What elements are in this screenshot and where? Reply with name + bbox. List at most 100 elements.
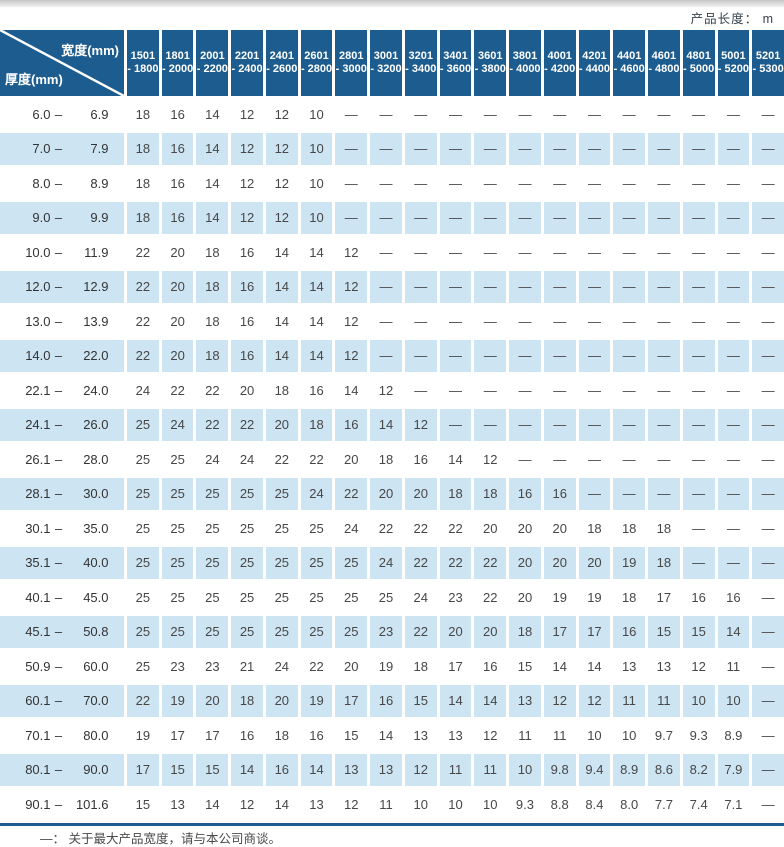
- value-cell: 11: [543, 719, 576, 752]
- footnote: —： 关于最大产品宽度，请与本公司商谈。: [40, 832, 281, 846]
- value-cell: —: [648, 339, 680, 372]
- value-cell: —: [648, 443, 680, 476]
- value-cell: 20: [474, 512, 507, 545]
- thickness-range-label: 7.0– 7.9: [0, 132, 124, 165]
- width-range-from: 2401: [269, 50, 295, 62]
- width-range-to: - 5200: [717, 63, 749, 75]
- thickness-range: 50.9– 60.0: [16, 659, 108, 674]
- width-range-to: - 3000: [335, 63, 367, 75]
- thickness-range: 9.0– 9.9: [16, 210, 108, 225]
- thickness-range-label: 24.1– 26.0: [0, 408, 124, 441]
- value-cell: —: [752, 270, 784, 303]
- value-cell: 25: [127, 615, 159, 648]
- value-cell: —: [474, 201, 507, 234]
- value-cell: —: [335, 132, 368, 165]
- value-cell: 22: [127, 236, 159, 269]
- thickness-range: 8.0– 8.9: [16, 176, 108, 191]
- range-dash: –: [54, 417, 63, 433]
- width-range-to: - 2000: [162, 63, 194, 75]
- thickness-lo: 6.0: [32, 106, 51, 122]
- width-range-from: 4201: [582, 50, 607, 62]
- value-cell: 12: [543, 684, 576, 717]
- value-cell: 14: [300, 753, 333, 786]
- value-cell: 12: [335, 339, 368, 372]
- value-cell: —: [648, 374, 680, 407]
- table-row: 22.1–24.0 24 22 22 20 18 16 14 12— — — — — — — — — — —: [0, 374, 784, 407]
- value-cell: 14: [265, 339, 298, 372]
- value-cell: 15: [404, 684, 437, 717]
- value-cell: 16: [543, 477, 576, 510]
- value-cell: 20: [335, 650, 368, 683]
- thickness-lo: 26.1: [25, 451, 51, 467]
- value-cell: —: [543, 305, 576, 338]
- table-row: 6.0–6.9 18 16 14 12 12 10— — — — — — — — — — — — —: [0, 98, 784, 131]
- width-range-to: - 2800: [300, 63, 333, 75]
- value-cell: 16: [231, 339, 263, 372]
- table-row: 35.1–40.0 25 25 25 25 25 25 25 24 22 22 22 20 20 20 19 1…: [0, 546, 784, 579]
- value-cell: 20: [578, 546, 611, 579]
- value-cell: 18: [265, 374, 298, 407]
- range-dash: –: [54, 348, 63, 364]
- value-cell: —: [439, 270, 472, 303]
- value-cell: 22: [127, 339, 159, 372]
- value-cell: 9.7: [648, 719, 680, 752]
- range-dash: –: [54, 313, 63, 329]
- value-cell: —: [613, 443, 646, 476]
- value-cell: 19: [370, 650, 402, 683]
- range-dash: –: [54, 279, 63, 295]
- value-cell: 14: [196, 98, 229, 131]
- value-cell: 18: [404, 650, 437, 683]
- value-cell: 25: [265, 546, 298, 579]
- value-cell: —: [439, 201, 472, 234]
- value-cell: 12: [404, 408, 437, 441]
- width-range-to: - 2600: [266, 63, 298, 75]
- value-cell: —: [370, 270, 402, 303]
- value-cell: 25: [370, 581, 402, 614]
- table-row: 7.0–7.9 18 16 14 12 12 10— — — — — — — — — — — — —: [0, 132, 784, 165]
- value-cell: —: [370, 201, 402, 234]
- table-header-row: 宽度(mm) 厚度(mm) 1501- 1800 1801- 2000 2001- …: [0, 30, 784, 96]
- value-cell: 16: [509, 477, 541, 510]
- width-range-from: 4401: [616, 50, 642, 62]
- value-cell: 18: [474, 477, 507, 510]
- value-cell: —: [717, 408, 750, 441]
- value-cell: —: [682, 270, 715, 303]
- thickness-range: 28.1– 30.0: [16, 486, 108, 501]
- value-cell: 12: [404, 753, 437, 786]
- value-cell: 20: [474, 615, 507, 648]
- thickness-range-label: 35.1– 40.0: [0, 546, 124, 579]
- width-range-to: - 4000: [509, 63, 541, 75]
- value-cell: —: [752, 753, 784, 786]
- value-cell: —: [613, 167, 646, 200]
- thickness-range: 26.1– 28.0: [16, 451, 108, 467]
- width-range-header: 1501- 1800: [127, 30, 159, 96]
- value-cell: —: [578, 236, 611, 269]
- value-cell: 12: [370, 374, 402, 407]
- value-cell: —: [509, 374, 541, 407]
- value-cell: 16: [370, 684, 402, 717]
- value-cell: —: [578, 167, 611, 200]
- thickness-range-label: 26.1– 28.0: [0, 443, 124, 476]
- thickness-hi: 80.0: [83, 727, 109, 743]
- value-cell: —: [474, 408, 507, 441]
- width-range-to: - 4600: [613, 63, 645, 75]
- table-row: 30.1–35.0 25 25 25 25 25 25 24 22 22 22 20 20 20 18 18 1…: [0, 512, 784, 545]
- value-cell: —: [370, 98, 402, 131]
- value-cell: 18: [648, 546, 680, 579]
- value-cell: 24: [300, 477, 333, 510]
- value-cell: —: [752, 546, 784, 579]
- thickness-range: 14.0– 22.0: [16, 348, 108, 364]
- value-cell: —: [682, 167, 715, 200]
- value-cell: 12: [231, 201, 263, 234]
- value-cell: 14: [300, 270, 333, 303]
- value-cell: 18: [613, 581, 646, 614]
- width-range-header: 5201- 5300: [752, 30, 784, 96]
- value-cell: 20: [543, 546, 576, 579]
- thickness-range-label: 6.0– 6.9: [0, 98, 124, 131]
- value-cell: 23: [196, 650, 229, 683]
- width-range-from: 4601: [651, 50, 677, 62]
- width-range-from: 3001: [373, 50, 399, 62]
- thickness-lo: 22.1: [25, 382, 51, 398]
- value-cell: 14: [335, 374, 368, 407]
- value-cell: 14: [196, 201, 229, 234]
